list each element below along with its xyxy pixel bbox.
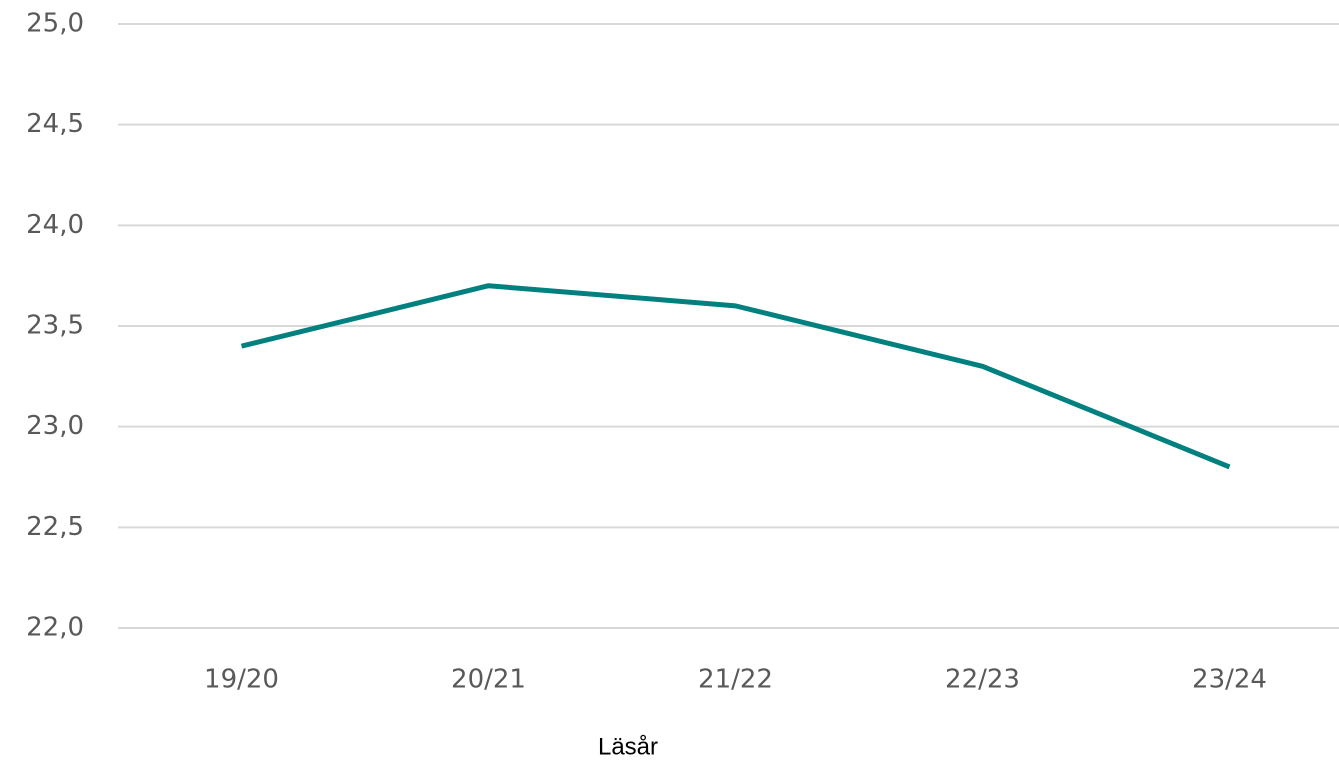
y-tick-label: 22,5 (26, 512, 84, 542)
y-tick-label: 23,0 (26, 411, 84, 441)
y-tick-label: 24,0 (26, 210, 84, 240)
y-tick-label: 24,5 (26, 109, 84, 139)
x-tick-label: 19/20 (204, 665, 279, 695)
x-tick-label: 21/22 (698, 665, 773, 695)
x-tick-label: 22/23 (945, 665, 1020, 695)
x-axis-label: Läsår (598, 733, 658, 760)
y-tick-label: 25,0 (26, 9, 84, 39)
y-tick-label: 22,0 (26, 613, 84, 643)
y-tick-label: 23,5 (26, 311, 84, 341)
x-tick-label: 20/21 (451, 665, 526, 695)
data-line (240, 283, 1231, 470)
x-tick-label: 23/24 (1192, 665, 1267, 695)
